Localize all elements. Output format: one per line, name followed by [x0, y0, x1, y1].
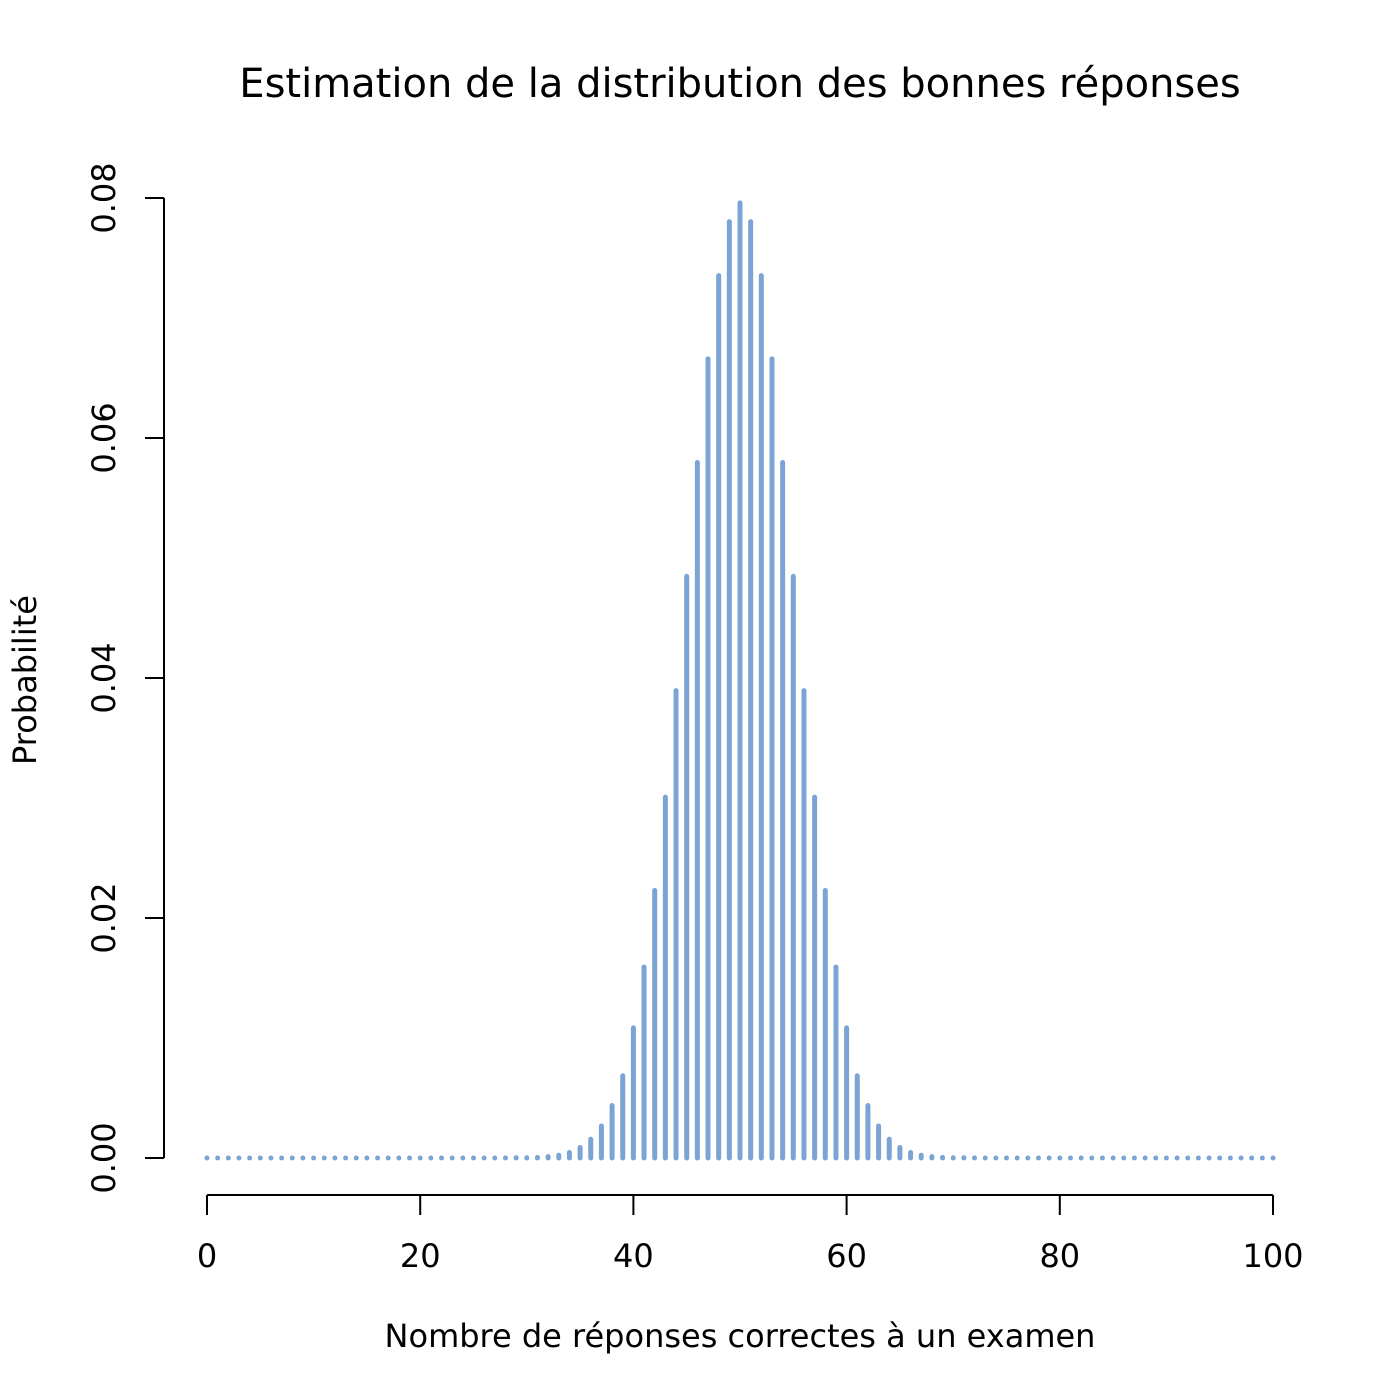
y-tick-label: 0.00	[85, 1122, 123, 1193]
x-tick-label: 100	[1242, 1237, 1303, 1275]
y-axis-ticks: 0.00 0.02 0.04 0.06 0.08	[85, 162, 164, 1194]
x-tick-label: 80	[1039, 1237, 1080, 1275]
y-tick-label: 0.08	[85, 162, 123, 233]
chart-title: Estimation de la distribution des bonnes…	[239, 61, 1240, 107]
x-tick-label: 40	[613, 1237, 654, 1275]
x-tick-label: 0	[197, 1237, 217, 1275]
y-tick-label: 0.06	[85, 402, 123, 473]
x-tick-label: 20	[400, 1237, 441, 1275]
x-axis-label: Nombre de réponses correctes à un examen	[385, 1317, 1096, 1355]
x-axis-ticks: 0 20 40 60 80 100	[197, 1195, 1304, 1275]
x-tick-label: 60	[826, 1237, 867, 1275]
y-axis-label: Probabilité	[6, 595, 44, 765]
bars-group	[204, 200, 1276, 1161]
y-tick-label: 0.04	[85, 642, 123, 713]
y-tick-label: 0.02	[85, 882, 123, 953]
